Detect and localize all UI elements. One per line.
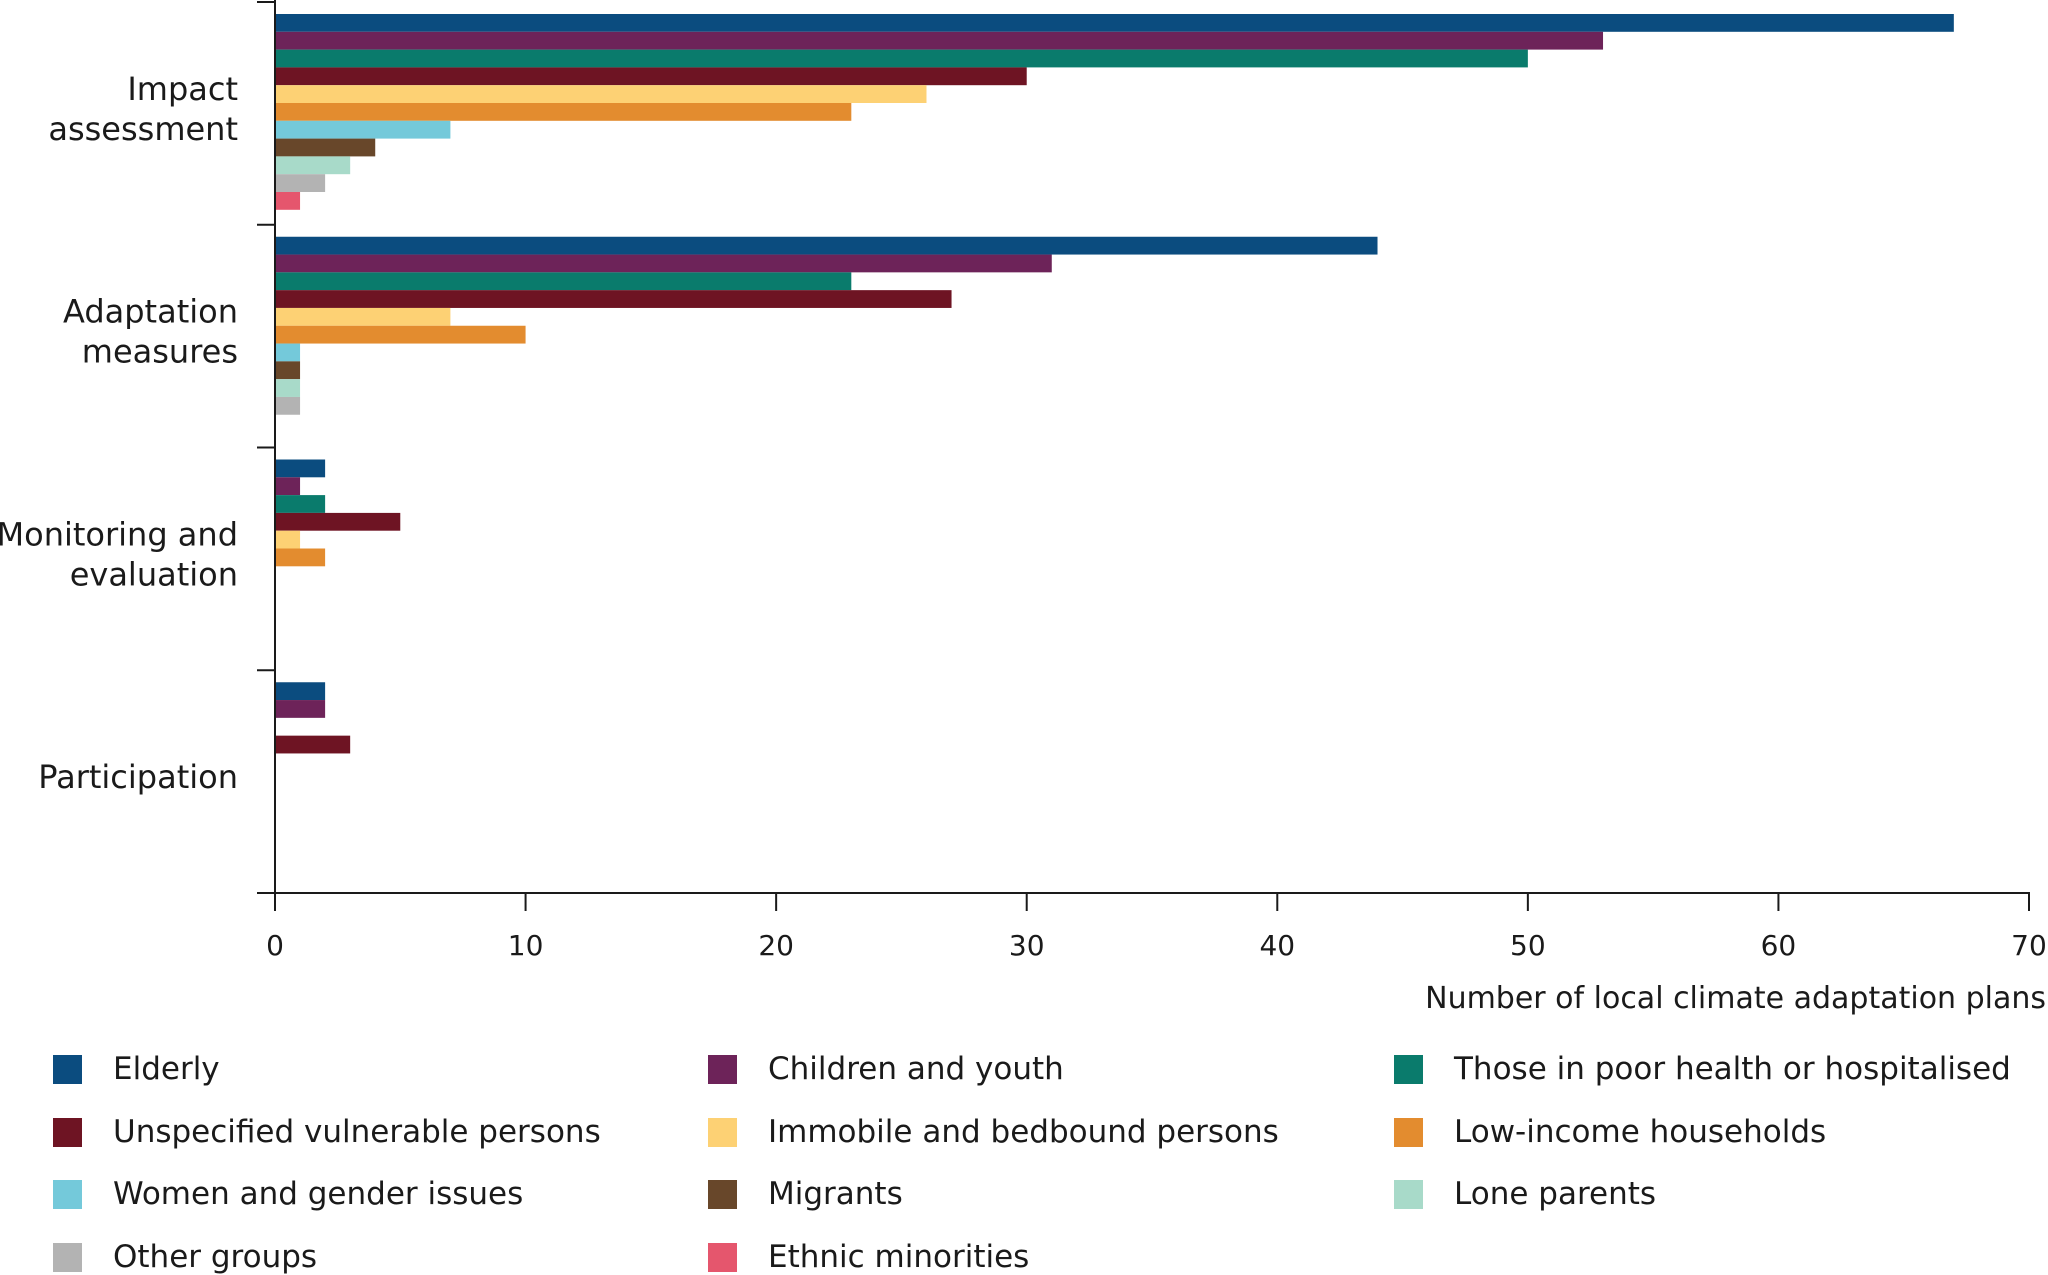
bar-participation-unspecified-vulnerable-persons (275, 735, 351, 754)
x-tick-label: 60 (1761, 929, 1797, 962)
x-tick-label: 70 (2011, 929, 2047, 962)
bar-impact-assessment-immobile-and-bedbound-persons (275, 85, 927, 103)
axes-group (257, 0, 2030, 911)
x-tick-label: 30 (1009, 929, 1045, 962)
bar-impact-assessment-women-and-gender-issues (275, 120, 451, 139)
bar-monitoring-and-evaluation-children-and-youth (275, 477, 301, 496)
bar-impact-assessment-ethnic-minorities (275, 192, 301, 210)
bar-adaptation-measures-elderly (275, 236, 1378, 255)
bar-participation-children-and-youth (275, 700, 326, 718)
x-tick-label: 10 (508, 929, 544, 962)
bar-impact-assessment-those-in-poor-health-or-hospitalised (275, 49, 1528, 68)
bar-adaptation-measures-unspecified-vulnerable-persons (275, 290, 952, 308)
bar-adaptation-measures-women-and-gender-issues (275, 343, 301, 362)
bar-impact-assessment-elderly (275, 14, 1954, 32)
bar-impact-assessment-lone-parents (275, 156, 351, 175)
category-label: Monitoring and (0, 515, 238, 553)
bar-adaptation-measures-other-groups (275, 396, 301, 415)
bar-adaptation-measures-children-and-youth (275, 254, 1052, 273)
bar-monitoring-and-evaluation-low-income-households (275, 548, 326, 567)
bar-monitoring-and-evaluation-elderly (275, 459, 326, 478)
x-tick-labels: 0 10 20 30 40 50 60 70 (266, 929, 2047, 962)
bar-impact-assessment-low-income-households (275, 103, 852, 121)
x-tick-label: 50 (1510, 929, 1546, 962)
x-tick-label: 40 (1259, 929, 1295, 962)
bar-impact-assessment-migrants (275, 138, 376, 157)
category-label: measures (82, 333, 238, 371)
bar-adaptation-measures-those-in-poor-health-or-hospitalised (275, 272, 852, 291)
bar-adaptation-measures-lone-parents (275, 379, 301, 397)
bar-monitoring-and-evaluation-those-in-poor-health-or-hospitalised (275, 495, 326, 513)
x-tick-label: 20 (758, 929, 794, 962)
bars-group (275, 14, 1954, 754)
bar-adaptation-measures-low-income-households (275, 325, 526, 344)
bar-monitoring-and-evaluation-unspecified-vulnerable-persons (275, 512, 401, 531)
category-label: assessment (48, 110, 238, 148)
category-label: Adaptation (63, 293, 238, 331)
x-tick-label: 0 (266, 929, 284, 962)
category-label: Impact (127, 70, 238, 108)
bar-participation-elderly (275, 682, 326, 701)
bar-impact-assessment-other-groups (275, 174, 326, 192)
bar-adaptation-measures-immobile-and-bedbound-persons (275, 307, 451, 326)
bar-impact-assessment-children-and-youth (275, 31, 1604, 50)
x-axis-title: Number of local climate adaptation plans (1425, 981, 2046, 1016)
bar-adaptation-measures-migrants (275, 361, 301, 380)
bar-monitoring-and-evaluation-immobile-and-bedbound-persons (275, 530, 301, 549)
bar-impact-assessment-unspecified-vulnerable-persons (275, 67, 1027, 86)
category-label: evaluation (70, 555, 238, 593)
category-label: Participation (38, 758, 238, 796)
